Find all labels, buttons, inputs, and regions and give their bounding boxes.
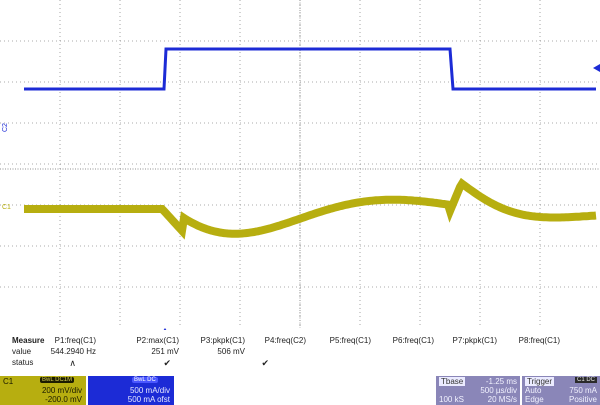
param-p2-status-icon: ✔ (163, 358, 171, 368)
c1-scale: 200 mV/div (41, 386, 82, 395)
c2-scale: 500 mA/div (129, 386, 170, 395)
channel-descriptor-bar: C1 BwL DC1M 200 mV/div -200.0 mV BwL DC … (0, 376, 600, 405)
measure-value-label: value (12, 347, 32, 356)
trigger-type: Edge (525, 395, 544, 404)
param-p4-name[interactable]: P4:freq(C2) (264, 336, 306, 345)
trigger-mode: Auto (525, 386, 542, 395)
param-p1-name[interactable]: P1:freq(C1) (54, 336, 96, 345)
c2-ground-marker: C2 (2, 123, 9, 132)
c2-trace (24, 47, 596, 91)
timebase-samples: 100 kS (439, 395, 464, 404)
timebase-rate: 20 MS/s (487, 395, 517, 404)
measure-value-row: value 544.2940 Hz 251 mV 506 mV (0, 347, 600, 358)
waveform-display[interactable]: C2 C1 (0, 0, 600, 330)
param-p3-value: 506 mV (217, 347, 245, 356)
grid-lines (0, 0, 600, 328)
timebase-delay: -1.25 ms (485, 377, 517, 386)
c1-ground-marker: C1 (2, 204, 11, 211)
param-p2-name[interactable]: P2:max(C1) (136, 336, 179, 345)
param-p3-name[interactable]: P3:pkpk(C1) (200, 336, 245, 345)
param-p1-value: 544.2940 Hz (50, 347, 96, 356)
param-p6-name[interactable]: P6:freq(C1) (392, 336, 434, 345)
param-p2-value: 251 mV (151, 347, 179, 356)
c1-name: C1 (3, 377, 14, 386)
c2-offset: 500 mA ofst (127, 395, 170, 404)
c1-descriptor-box[interactable]: C1 BwL DC1M 200 mV/div -200.0 mV (0, 376, 86, 405)
c2-coupling-badge: BwL DC (132, 377, 158, 383)
trigger-level-marker[interactable] (593, 64, 600, 72)
c1-offset: -200.0 mV (45, 395, 82, 404)
measure-header-label: Measure (12, 336, 45, 345)
param-p1-status-icon: ∧ (69, 358, 76, 368)
trigger-title: Trigger (525, 377, 555, 386)
param-p3-status-icon: ✔ (261, 358, 269, 368)
c1-trace (24, 177, 597, 240)
trigger-level: 750 mA (569, 386, 597, 395)
measurement-table: Measure P1:freq(C1) P2:max(C1) P3:pkpk(C… (0, 336, 600, 376)
trigger-slope: Positive (568, 395, 597, 404)
param-p5-name[interactable]: P5:freq(C1) (329, 336, 371, 345)
param-p8-name[interactable]: P8:freq(C1) (518, 336, 560, 345)
timebase-descriptor-box[interactable]: Tbase -1.25 ms 500 µs/div 100 kS 20 MS/s (436, 376, 520, 405)
timebase-title: Tbase (439, 377, 466, 386)
c2-descriptor-box[interactable]: BwL DC 500 mA/div 500 mA ofst (88, 376, 174, 405)
trigger-descriptor-box[interactable]: Trigger C1 DC Auto 750 mA Edge Positive (522, 376, 600, 405)
param-p7-name[interactable]: P7:pkpk(C1) (452, 336, 497, 345)
graticule: C2 C1 (0, 0, 600, 330)
trigger-position-marker[interactable] (161, 328, 169, 330)
measure-status-label: status (12, 358, 34, 367)
measure-header-row: Measure P1:freq(C1) P2:max(C1) P3:pkpk(C… (0, 336, 600, 347)
trigger-channel-badge: C1 DC (574, 377, 597, 383)
c1-coupling-badge: BwL DC1M (40, 377, 75, 383)
timebase-per-div: 500 µs/div (480, 386, 517, 395)
measure-status-row: status ∧ ✔ ✔ (0, 358, 600, 369)
